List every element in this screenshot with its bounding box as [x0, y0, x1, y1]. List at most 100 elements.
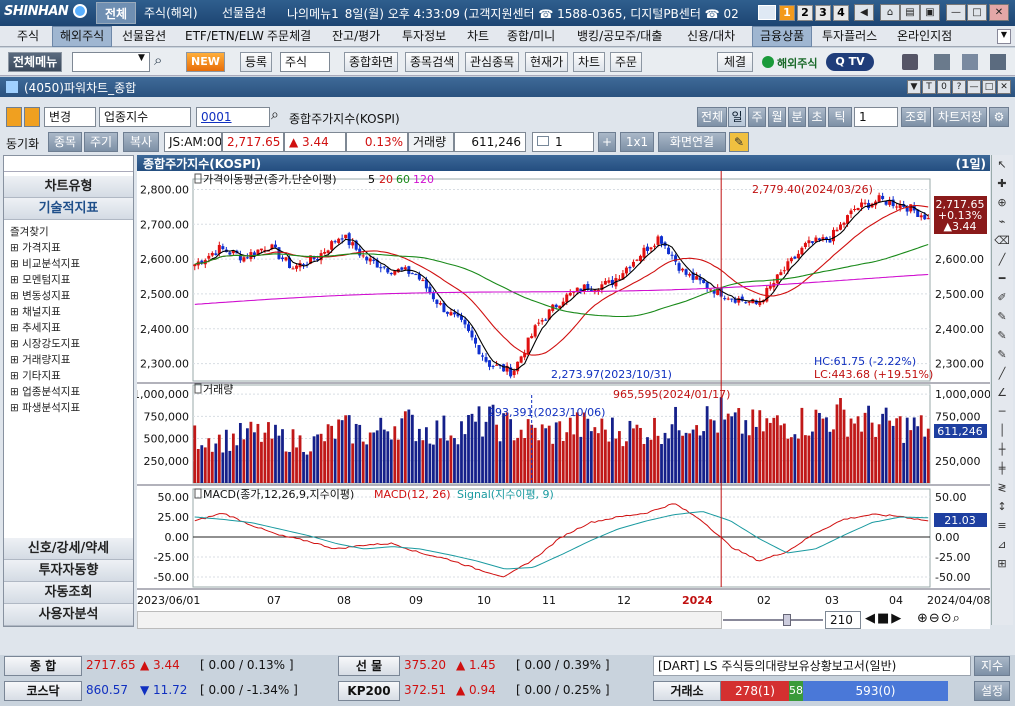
menu-invest-info[interactable]: 투자정보 [402, 29, 447, 43]
my-menu-label[interactable]: 나의메뉴1 [287, 7, 339, 21]
tree-item-sector[interactable]: ⊞ 업종분석지표 [10, 386, 81, 398]
investor-trend-tab[interactable]: 투자자동향 [4, 560, 133, 582]
menu-futures-options[interactable]: 선물옵션 [122, 29, 167, 43]
stock-select[interactable]: 주식 [280, 52, 330, 72]
lock-icon[interactable] [902, 54, 918, 70]
maximize-icon[interactable]: □ [967, 4, 987, 21]
chart-type-header[interactable]: 차트유형 [4, 176, 133, 198]
eraser-tool-icon[interactable]: ✐ [997, 291, 1007, 304]
tree-item-derivative[interactable]: ⊞ 파생분석지표 [10, 402, 81, 414]
order-button[interactable]: 주문 [610, 52, 643, 72]
layout-icon[interactable] [962, 54, 978, 70]
screen-number-icon[interactable]: 0 [937, 80, 951, 94]
indicator-search-input[interactable] [4, 156, 133, 172]
top-tab-all[interactable]: 전체 [96, 2, 137, 24]
line-tool-icon[interactable]: ━ [998, 272, 1006, 285]
menu-overseas-stock[interactable]: 해외주식 [52, 26, 113, 47]
diagonal-line-icon[interactable]: ╱ [998, 367, 1006, 380]
vertical-line-icon[interactable]: │ [998, 424, 1006, 437]
minimize-icon[interactable]: — [946, 4, 966, 21]
grid-1x1-button[interactable]: 1x1 [620, 132, 654, 152]
tree-item-compare[interactable]: ⊞ 비교분석지표 [10, 258, 81, 270]
menu-chart[interactable]: 차트 [467, 29, 490, 43]
top-tab-stock-overseas[interactable]: 주식(해외) [144, 6, 198, 20]
tree-item-momentum[interactable]: ⊞ 모멘텀지표 [10, 274, 71, 286]
cross-line-icon[interactable]: ┼ [998, 443, 1006, 456]
technical-indicator-header[interactable]: 기술적지표 [4, 198, 133, 220]
menu-summary[interactable]: 종합/미니 [507, 29, 556, 43]
qtv-button[interactable]: Q TV [826, 53, 874, 71]
screen-3-button[interactable]: 3 [815, 5, 831, 21]
quote-button[interactable]: 현재가 [525, 52, 569, 72]
user-analysis-tab[interactable]: 사용자분석 [4, 604, 133, 626]
brush-tool-icon[interactable]: ✎ [997, 329, 1007, 342]
close-icon[interactable]: ✕ [989, 4, 1009, 21]
print-icon[interactable]: ▤ [900, 4, 920, 21]
tree-item-strength[interactable]: ⊞ 시장강도지표 [10, 338, 81, 350]
period-count-select[interactable]: 1 [854, 107, 898, 127]
code-input[interactable]: 0001 [196, 107, 270, 127]
signal-tab[interactable]: 신호/강세/약세 [4, 538, 133, 560]
screen-1-button[interactable]: 1 [779, 5, 795, 21]
market-select[interactable]: 업종지수 [99, 107, 191, 127]
display-icon[interactable] [934, 54, 950, 70]
search-icon[interactable]: ⌕ [154, 51, 163, 69]
window-menu-icon[interactable]: ▼ [907, 80, 921, 94]
menu-banking[interactable]: 뱅킹/공모주/대출 [577, 29, 663, 43]
horizontal-scrollbar[interactable] [137, 611, 722, 629]
home-icon[interactable]: ⌂ [880, 4, 900, 21]
menu-invest-plus[interactable]: 투자플러스 [822, 29, 878, 43]
maximize-window-icon[interactable]: □ [982, 80, 996, 94]
font-icon[interactable]: T [922, 80, 936, 94]
erase-all-icon[interactable]: ⌫ [994, 234, 1010, 247]
auto-query-tab[interactable]: 자동조회 [4, 582, 133, 604]
overseas-stock-link[interactable]: 해외주식 [777, 57, 818, 70]
index-button[interactable]: 지수 [974, 656, 1010, 676]
close-window-icon[interactable]: ✕ [997, 80, 1011, 94]
settings-gear-icon[interactable]: ⚙ [989, 107, 1009, 127]
chart-button[interactable]: 차트 [573, 52, 606, 72]
top-tab-futures-options[interactable]: 선물옵션 [222, 6, 267, 20]
gann-tool-icon[interactable]: ⊞ [997, 557, 1007, 570]
register-button[interactable]: 등록 [240, 52, 273, 72]
setup-icon[interactable]: ▣ [920, 4, 940, 21]
tree-item-other[interactable]: ⊞ 기타지표 [10, 370, 61, 382]
screen-search-input[interactable] [72, 52, 150, 72]
angle-tool-icon[interactable]: ∠ [997, 386, 1007, 399]
period-day-button[interactable]: 일 [728, 107, 746, 127]
zoom-slider[interactable] [723, 613, 823, 627]
fan-tool-icon[interactable]: ⊿ [997, 538, 1007, 551]
overview-button[interactable]: 종합화면 [344, 52, 399, 72]
help-icon[interactable]: ? [952, 80, 966, 94]
tree-item-volume[interactable]: ⊞ 거래량지표 [10, 354, 71, 366]
window-list-icon[interactable] [990, 54, 1006, 70]
fibonacci-tool-icon[interactable]: ≡ [997, 519, 1007, 532]
magnet-tool-icon[interactable]: ⌁ [998, 215, 1006, 228]
panel-toggle-icon[interactable] [6, 107, 22, 127]
sync-stock-button[interactable]: 종목 [48, 132, 82, 152]
tree-item-channel[interactable]: ⊞ 채널지표 [10, 306, 61, 318]
channel-tool-icon[interactable]: ╪ [998, 462, 1006, 475]
period-minute-button[interactable]: 분 [788, 107, 806, 127]
zigzag-tool-icon[interactable]: ≷ [997, 481, 1007, 494]
menu-dropdown-icon[interactable]: ▼ [997, 29, 1011, 44]
watchlist-button[interactable]: 관심종목 [465, 52, 520, 72]
arrow-tool-icon[interactable]: ↕ [997, 500, 1007, 513]
search-code-icon[interactable]: ⌕ [271, 107, 279, 123]
copy-button[interactable]: 복사 [123, 132, 159, 152]
stock-search-button[interactable]: 종목검색 [405, 52, 460, 72]
tree-item-volatility[interactable]: ⊞ 변동성지표 [10, 290, 71, 302]
minimize-window-icon[interactable]: — [967, 80, 981, 94]
add-chart-button[interactable]: + [598, 132, 616, 152]
chart-save-button[interactable]: 차트저장 [933, 107, 987, 127]
screen-link-button[interactable]: 화면연결 [658, 132, 726, 152]
menu-etf[interactable]: ETF/ETN/ELW [185, 29, 264, 43]
layout-count-select[interactable]: 1 [532, 132, 594, 152]
tree-item-trend[interactable]: ⊞ 추세지표 [10, 322, 61, 334]
playback-controls[interactable]: ◀■▶ [865, 611, 904, 626]
zoom-icons[interactable]: ⊕⊖⊙⌕ [917, 611, 961, 626]
pen-icon[interactable]: ✎ [729, 132, 749, 152]
period-month-button[interactable]: 월 [768, 107, 786, 127]
monitor-icon[interactable] [758, 5, 776, 20]
change-select[interactable]: 변경 [44, 107, 96, 127]
